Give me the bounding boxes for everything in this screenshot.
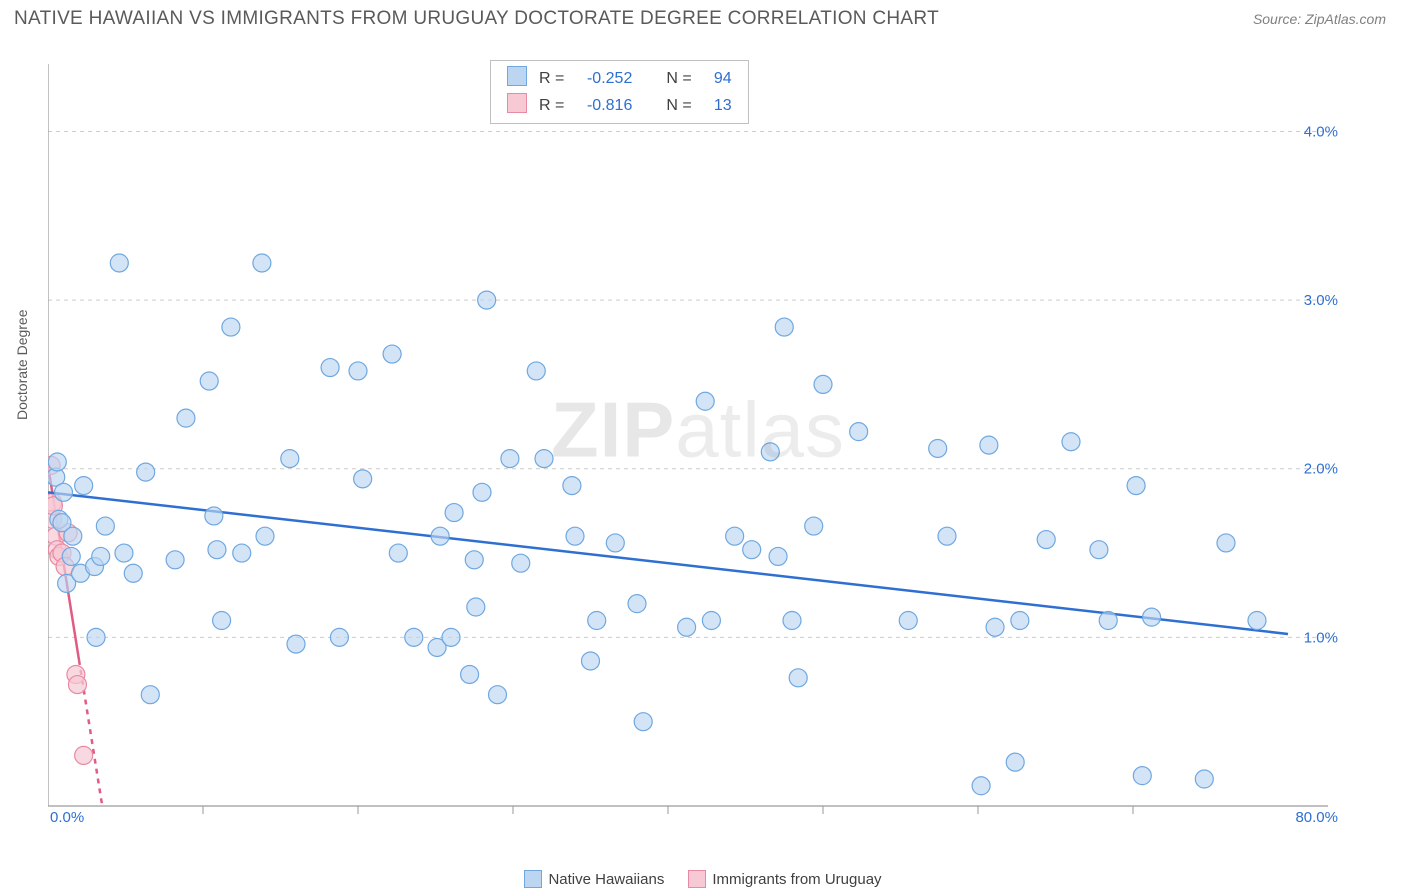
y-axis-label: Doctorate Degree [14, 309, 30, 420]
svg-text:2.0%: 2.0% [1304, 461, 1338, 478]
source-name: ZipAtlas.com [1305, 11, 1386, 27]
series-legend: Native Hawaiians Immigrants from Uruguay [0, 870, 1406, 888]
svg-text:1.0%: 1.0% [1304, 629, 1338, 646]
legend-label-uruguay: Immigrants from Uruguay [712, 871, 881, 888]
scatter-plot-svg: 1.0% 2.0% 3.0% 4.0% 0.0% 80.0% [48, 54, 1348, 824]
chart-header: NATIVE HAWAIIAN VS IMMIGRANTS FROM URUGU… [0, 0, 1406, 38]
legend-label-native: Native Hawaiians [548, 871, 664, 888]
legend-swatch-uruguay [688, 870, 706, 888]
legend-item-native: Native Hawaiians [524, 870, 664, 888]
svg-text:3.0%: 3.0% [1304, 292, 1338, 309]
svg-text:80.0%: 80.0% [1295, 809, 1338, 824]
chart-title: NATIVE HAWAIIAN VS IMMIGRANTS FROM URUGU… [14, 8, 939, 30]
source-prefix: Source: [1253, 11, 1305, 27]
svg-text:0.0%: 0.0% [50, 809, 84, 824]
legend-item-uruguay: Immigrants from Uruguay [688, 870, 881, 888]
chart-area: 1.0%2.0%3.0%4.0%0.0%80.0% ZIPatlas R =-0… [48, 54, 1348, 824]
legend-swatch-native [524, 870, 542, 888]
source-attribution: Source: ZipAtlas.com [1253, 11, 1386, 27]
svg-text:4.0%: 4.0% [1304, 123, 1338, 140]
correlation-legend: R =-0.252N =94R =-0.816N =13 [490, 60, 749, 124]
